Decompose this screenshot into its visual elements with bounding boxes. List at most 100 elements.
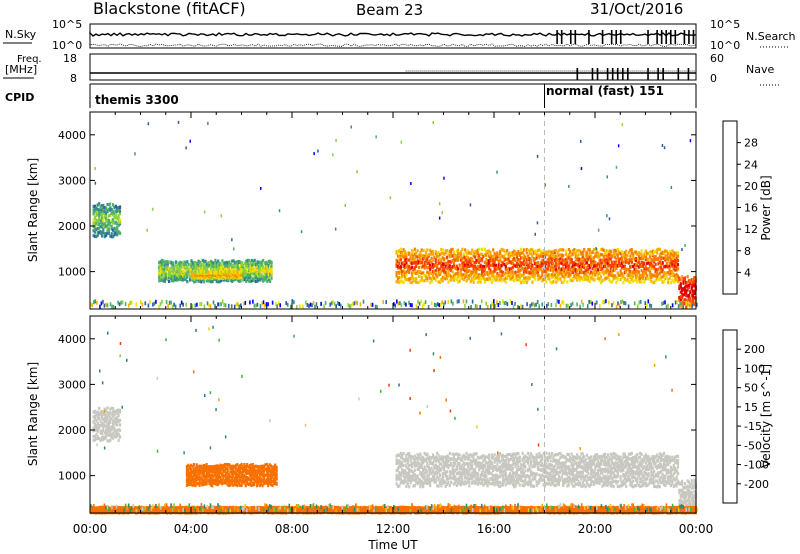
data-cell xyxy=(197,468,200,473)
data-cell xyxy=(508,270,512,274)
data-cell xyxy=(398,464,401,468)
data-cell xyxy=(193,263,196,267)
data-cell xyxy=(257,264,260,269)
data-cell xyxy=(573,274,576,278)
data-cell xyxy=(190,474,193,478)
data-cell xyxy=(658,277,661,281)
data-cell xyxy=(440,247,443,252)
data-cell xyxy=(556,250,559,254)
data-cell xyxy=(605,249,608,253)
data-cell xyxy=(473,271,477,275)
data-cell xyxy=(545,252,548,257)
data-cell xyxy=(426,254,429,258)
data-cell xyxy=(612,254,615,258)
data-cell xyxy=(545,273,548,277)
data-cell xyxy=(532,259,535,263)
ground-scatter-cell xyxy=(370,302,372,307)
data-cell xyxy=(423,274,426,278)
data-cell xyxy=(436,484,439,488)
data-cell xyxy=(177,270,180,274)
data-cell xyxy=(253,465,256,469)
ground-scatter-cell xyxy=(409,303,412,307)
data-cell xyxy=(687,297,690,301)
data-cell xyxy=(605,276,608,280)
data-cell xyxy=(525,270,528,274)
data-cell xyxy=(591,277,594,281)
data-cell xyxy=(447,272,450,276)
data-cell xyxy=(197,475,200,479)
data-cell xyxy=(408,473,411,477)
data-cell xyxy=(226,265,230,269)
speckle-cell xyxy=(334,227,337,231)
data-cell xyxy=(204,474,207,478)
data-cell xyxy=(99,220,102,225)
data-cell xyxy=(258,473,261,477)
data-cell xyxy=(197,259,200,263)
data-cell xyxy=(112,235,115,239)
data-cell xyxy=(448,267,451,271)
data-cell xyxy=(574,251,577,256)
nsky-search-lines xyxy=(89,30,697,47)
data-cell xyxy=(681,287,684,291)
data-cell xyxy=(447,481,450,485)
data-cell xyxy=(672,250,675,254)
data-cell xyxy=(478,273,481,277)
data-cell xyxy=(179,266,182,271)
data-cell xyxy=(422,485,425,489)
data-cell xyxy=(480,271,484,275)
data-cell xyxy=(103,435,106,439)
data-cell xyxy=(118,212,122,216)
data-cell xyxy=(450,248,453,252)
data-cell xyxy=(165,269,168,273)
data-cell xyxy=(106,226,109,231)
data-cell xyxy=(95,213,98,218)
data-cell xyxy=(426,476,429,481)
ground-scatter-cell xyxy=(521,304,524,309)
data-cell xyxy=(487,262,491,266)
data-cell xyxy=(232,259,235,263)
data-cell xyxy=(671,264,674,268)
data-cell xyxy=(255,475,259,479)
data-cell xyxy=(205,267,209,271)
data-cell xyxy=(640,261,643,265)
data-cell xyxy=(475,266,478,270)
data-cell xyxy=(693,276,696,280)
data-cell xyxy=(205,472,208,476)
data-cell xyxy=(107,424,110,428)
data-cell xyxy=(415,254,418,259)
data-cell xyxy=(466,473,470,477)
data-cell xyxy=(541,251,544,255)
data-cell xyxy=(93,215,97,220)
data-cell xyxy=(602,255,605,259)
data-cell xyxy=(195,482,198,486)
data-cell xyxy=(112,221,115,225)
speckle-cell xyxy=(608,217,611,221)
data-cell xyxy=(479,455,482,459)
data-cell xyxy=(408,464,411,468)
data-cell xyxy=(200,280,203,284)
data-cell xyxy=(415,463,418,468)
data-cell xyxy=(475,477,478,481)
data-cell xyxy=(103,215,106,219)
data-cell xyxy=(489,463,492,467)
data-cell xyxy=(216,464,219,468)
data-cell xyxy=(604,265,607,269)
data-cell xyxy=(185,465,189,469)
data-cell xyxy=(218,261,221,265)
data-cell xyxy=(450,476,453,480)
data-cell xyxy=(672,272,675,276)
data-cell xyxy=(486,277,489,281)
data-cell xyxy=(451,457,454,461)
data-cell xyxy=(611,260,614,264)
data-cell xyxy=(486,260,489,265)
data-cell xyxy=(630,264,633,268)
data-cell xyxy=(234,270,237,274)
data-cell xyxy=(424,459,428,463)
ground-scatter-cell xyxy=(623,301,625,305)
data-cell xyxy=(671,278,674,282)
data-cell xyxy=(672,280,675,284)
data-cell xyxy=(412,257,415,261)
data-cell xyxy=(202,470,205,475)
ground-scatter-cell xyxy=(649,303,651,308)
data-cell xyxy=(234,471,238,475)
